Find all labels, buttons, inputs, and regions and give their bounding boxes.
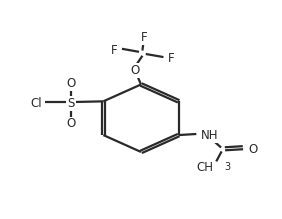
Text: S: S [67,97,75,110]
Text: O: O [67,77,76,90]
Text: 3: 3 [225,162,231,172]
Text: F: F [168,52,174,65]
Text: O: O [248,143,257,156]
Text: CH: CH [196,161,213,174]
Text: F: F [111,44,117,57]
Text: O: O [131,64,140,77]
Text: O: O [67,117,76,131]
Text: Cl: Cl [30,97,42,110]
Text: NH: NH [201,129,218,142]
Text: F: F [140,31,147,44]
